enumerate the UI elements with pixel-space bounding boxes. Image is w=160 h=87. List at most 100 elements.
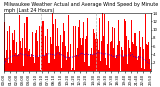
- Bar: [113, 48, 114, 71]
- Bar: [41, 26, 43, 71]
- Bar: [133, 44, 134, 71]
- Bar: [72, 68, 73, 71]
- Bar: [22, 38, 23, 71]
- Bar: [79, 20, 80, 71]
- Bar: [109, 68, 110, 71]
- Bar: [18, 54, 19, 71]
- Bar: [13, 40, 14, 71]
- Bar: [67, 52, 68, 71]
- Bar: [12, 33, 13, 71]
- Bar: [94, 33, 95, 71]
- Bar: [28, 51, 29, 71]
- Bar: [38, 57, 39, 71]
- Bar: [86, 35, 88, 71]
- Bar: [76, 55, 77, 71]
- Bar: [134, 33, 136, 71]
- Bar: [105, 58, 106, 71]
- Bar: [44, 36, 46, 71]
- Bar: [82, 38, 83, 71]
- Bar: [71, 70, 72, 71]
- Bar: [15, 53, 16, 71]
- Bar: [19, 15, 20, 71]
- Bar: [31, 54, 32, 71]
- Bar: [30, 57, 31, 71]
- Bar: [59, 52, 60, 71]
- Bar: [97, 39, 98, 71]
- Bar: [118, 20, 119, 71]
- Bar: [102, 13, 103, 71]
- Bar: [53, 24, 54, 71]
- Bar: [108, 21, 109, 71]
- Bar: [95, 39, 96, 71]
- Bar: [131, 20, 132, 71]
- Bar: [81, 45, 82, 71]
- Bar: [35, 33, 36, 71]
- Bar: [29, 49, 30, 71]
- Bar: [117, 45, 118, 71]
- Bar: [5, 58, 6, 71]
- Bar: [37, 41, 38, 71]
- Bar: [150, 69, 151, 71]
- Bar: [54, 59, 55, 71]
- Bar: [100, 61, 101, 71]
- Bar: [91, 48, 92, 71]
- Bar: [16, 42, 17, 71]
- Bar: [17, 55, 18, 71]
- Bar: [96, 32, 97, 71]
- Bar: [122, 50, 123, 71]
- Bar: [93, 29, 94, 71]
- Bar: [123, 57, 124, 71]
- Bar: [84, 62, 85, 71]
- Bar: [20, 41, 21, 71]
- Bar: [77, 48, 78, 71]
- Bar: [63, 23, 64, 71]
- Bar: [98, 50, 99, 71]
- Bar: [106, 65, 107, 71]
- Bar: [103, 36, 104, 71]
- Bar: [7, 31, 8, 71]
- Bar: [147, 45, 148, 71]
- Bar: [27, 17, 28, 71]
- Bar: [49, 63, 50, 71]
- Bar: [129, 48, 130, 71]
- Bar: [48, 63, 49, 71]
- Bar: [8, 63, 9, 71]
- Bar: [145, 14, 146, 71]
- Bar: [9, 26, 10, 71]
- Bar: [64, 31, 65, 71]
- Bar: [11, 63, 12, 71]
- Bar: [116, 55, 117, 71]
- Bar: [114, 28, 115, 71]
- Bar: [32, 32, 33, 71]
- Bar: [25, 48, 26, 71]
- Bar: [21, 48, 22, 71]
- Bar: [104, 14, 105, 71]
- Bar: [24, 23, 25, 71]
- Bar: [51, 44, 52, 71]
- Bar: [56, 46, 57, 71]
- Bar: [66, 60, 67, 71]
- Bar: [148, 42, 149, 71]
- Bar: [143, 49, 144, 71]
- Text: Milwaukee Weather Actual and Average Wind Speed by Minute mph (Last 24 Hours): Milwaukee Weather Actual and Average Win…: [4, 2, 158, 13]
- Bar: [144, 69, 145, 71]
- Bar: [92, 55, 93, 71]
- Bar: [57, 28, 58, 71]
- Bar: [58, 46, 59, 71]
- Bar: [126, 36, 127, 71]
- Bar: [43, 21, 44, 71]
- Bar: [40, 70, 41, 71]
- Bar: [34, 63, 35, 71]
- Bar: [47, 29, 48, 71]
- Bar: [80, 38, 81, 71]
- Bar: [4, 22, 5, 71]
- Bar: [68, 15, 69, 71]
- Bar: [69, 57, 70, 71]
- Bar: [101, 41, 102, 71]
- Bar: [46, 53, 47, 71]
- Bar: [73, 26, 74, 71]
- Bar: [107, 44, 108, 71]
- Bar: [88, 66, 89, 71]
- Bar: [138, 56, 139, 71]
- Bar: [112, 27, 113, 71]
